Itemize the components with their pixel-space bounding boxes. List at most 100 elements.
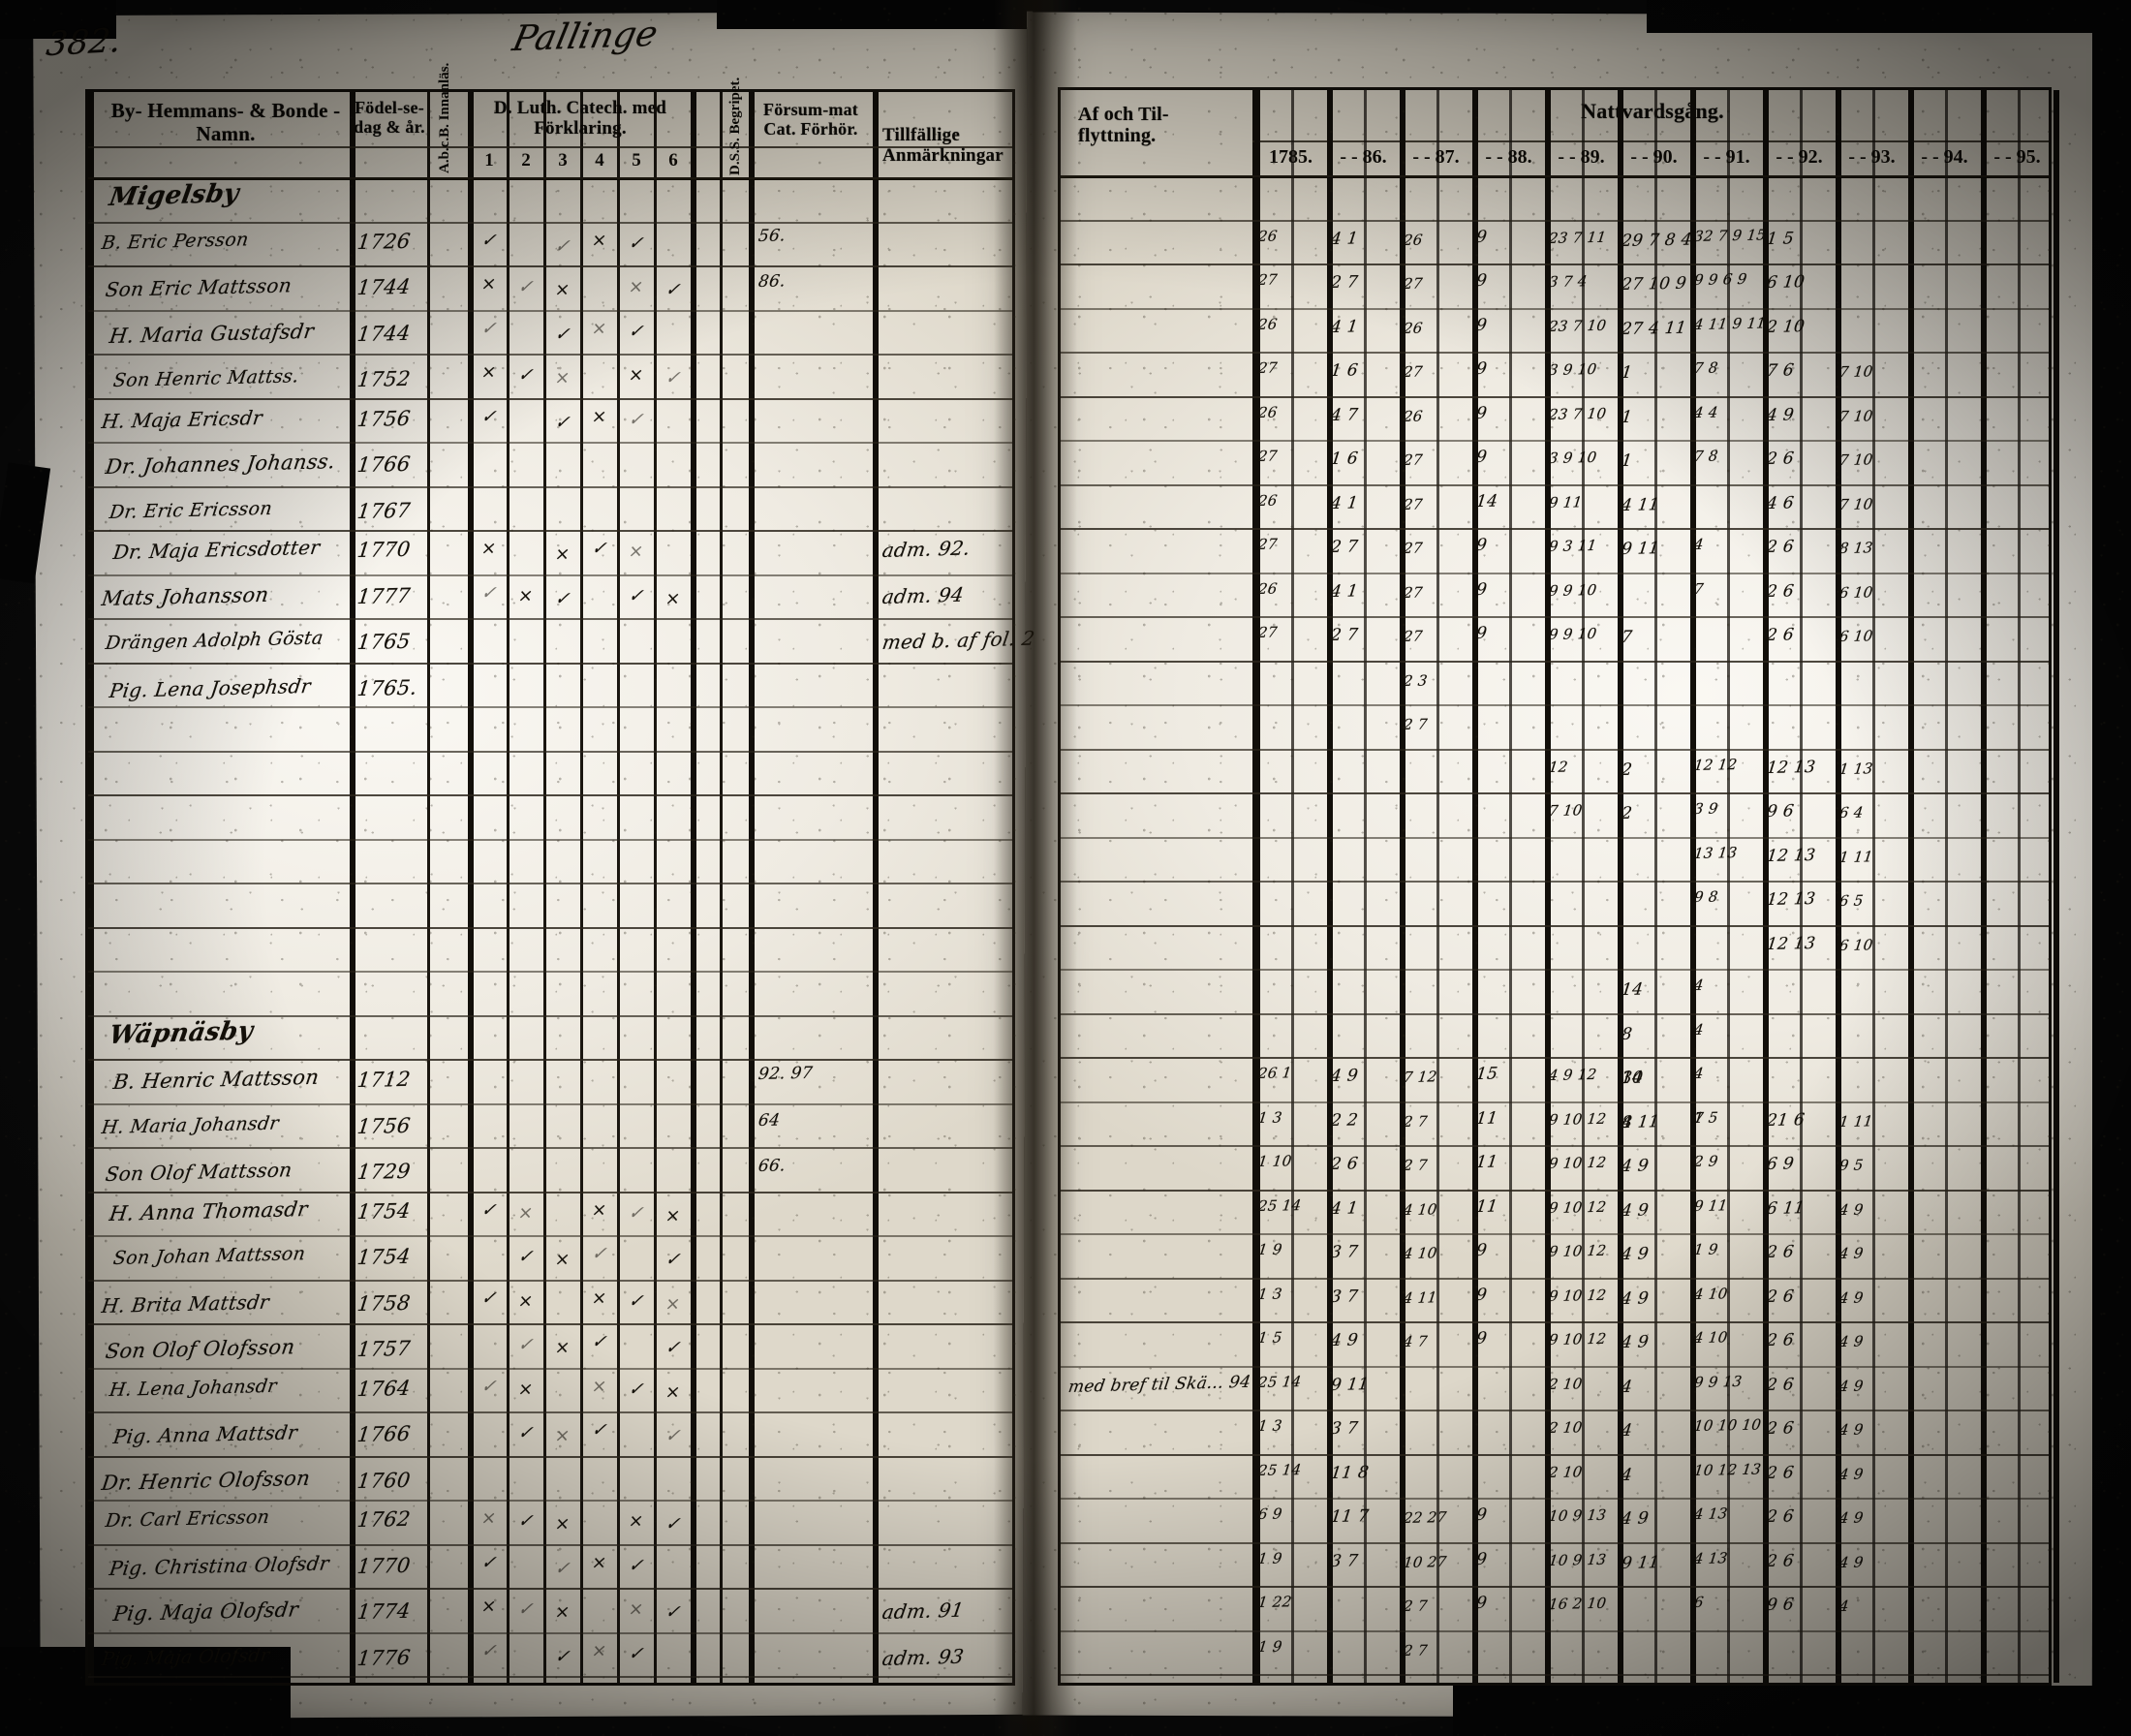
communion-entry: 6	[1692, 1593, 1705, 1612]
row-rule	[1061, 1629, 2049, 1632]
communion-entry: 4 9	[1838, 1332, 1865, 1351]
catechism-checkmark: ✓	[627, 320, 645, 342]
folio-number: 382.	[44, 20, 124, 65]
communion-entry: 4	[1692, 1020, 1705, 1038]
communion-entry: 2 10	[1547, 1374, 1584, 1393]
catechism-checkmark: ×	[553, 543, 571, 566]
communion-entry: 1 5	[1256, 1328, 1283, 1348]
catechism-checkmark: ×	[479, 538, 498, 560]
row-rule	[1061, 352, 2049, 354]
catech-col-2: 2	[521, 150, 531, 170]
communion-entry: 1 3	[1256, 1107, 1283, 1127]
communion-entry: 9	[1474, 447, 1489, 468]
birth-year: 1756	[355, 406, 413, 431]
page-edge-damage-top-mid	[717, 0, 1027, 29]
catechism-checkmark: ✓	[664, 1425, 682, 1447]
row-rule	[1061, 264, 2049, 265]
catechism-checkmark: ×	[664, 1292, 682, 1315]
communion-entry: 9	[1474, 1593, 1489, 1614]
communion-entry: 2 3	[1402, 670, 1429, 690]
birth-year: 1756	[355, 1113, 413, 1138]
row-rule	[88, 794, 1012, 796]
communion-entry: 2 6	[1765, 580, 1796, 602]
communion-entry: 26	[1256, 227, 1279, 245]
communion-entry: 9	[1474, 1285, 1489, 1305]
catechism-checkmark: ×	[553, 1425, 571, 1447]
row-rule	[1061, 704, 2049, 706]
communion-entry: 9 10 12	[1547, 1153, 1608, 1173]
communion-entry: 1 5	[1765, 228, 1796, 249]
communion-entry: 9 5	[1838, 1156, 1865, 1175]
communion-entry: 9 9 13	[1692, 1372, 1744, 1391]
catechism-checkmark: ×	[553, 1337, 571, 1359]
row-rule	[1061, 792, 2049, 794]
col-rule-cat2	[543, 92, 546, 1683]
person-name: Pig. Maja Olofsdr	[100, 1644, 271, 1670]
forsummat-value: 66.	[757, 1156, 788, 1177]
catechism-checkmark: ×	[590, 1198, 608, 1221]
communion-entry: 7 10	[1547, 801, 1584, 821]
catechism-checkmark: ×	[627, 541, 645, 563]
communion-entry: 8 13	[1838, 539, 1874, 558]
catech-col-6: 6	[668, 150, 678, 170]
communion-entry: 4	[1620, 1465, 1634, 1485]
communion-entry: 27	[1402, 450, 1424, 470]
communion-entry: 4 9	[1620, 1244, 1651, 1265]
communion-entry: 7	[1620, 627, 1634, 648]
catechism-checkmark: ✓	[479, 1198, 498, 1221]
anmarkning-note: med b. af fol. 2	[880, 626, 1036, 655]
row-rule	[88, 706, 1012, 708]
communion-entry: 4 6	[1765, 492, 1796, 513]
birth-year: 1744	[355, 274, 413, 300]
communion-entry: 9 6	[1765, 1595, 1796, 1616]
communion-entry: 7	[1692, 579, 1705, 598]
communion-entry: 27 4 11	[1620, 318, 1688, 339]
communion-entry: 15	[1474, 1064, 1499, 1085]
year-subcol-rule	[2018, 90, 2021, 1683]
catechism-checkmark: ✓	[479, 1375, 498, 1397]
communion-entry: 26	[1402, 407, 1424, 425]
catechism-checkmark: ×	[479, 273, 498, 295]
person-name: Dr. Carl Ericsson	[104, 1505, 271, 1533]
communion-entry: 2 6	[1765, 537, 1796, 558]
row-rule	[1061, 528, 2049, 530]
communion-entry: 2 6	[1765, 1418, 1796, 1440]
communion-entry: 2 7	[1402, 1640, 1429, 1659]
communion-entry: 1	[1620, 407, 1634, 427]
catechism-checkmark: ×	[516, 1201, 535, 1224]
communion-entry: 12	[1547, 758, 1569, 776]
year-header: - - 86.	[1340, 146, 1387, 168]
birth-year: 1758	[355, 1290, 413, 1316]
year-header: - - 88.	[1485, 146, 1532, 168]
communion-entry: 9 3 11	[1547, 536, 1598, 556]
person-name: Pig. Maja Olofsdr	[111, 1597, 300, 1627]
row-rule	[88, 1631, 1012, 1634]
communion-entry: 1 9	[1692, 1240, 1719, 1259]
birth-year: 1764	[355, 1376, 413, 1401]
year-header: 1785.	[1269, 146, 1313, 168]
communion-entry: 4 13	[1692, 1548, 1729, 1567]
catechism-checkmark: ×	[479, 1596, 498, 1618]
birth-year: 1752	[355, 366, 413, 392]
communion-entry: 7 8	[1692, 358, 1719, 378]
left-page-table: By- Hemmans- & Bonde - Namn. Födel-se- d…	[85, 63, 1036, 1686]
communion-entry: 9 10 12	[1547, 1329, 1608, 1349]
communion-entry: 4 9	[1620, 1332, 1651, 1353]
communion-entry: 3 9 10	[1547, 448, 1598, 468]
row-rule	[1061, 307, 2049, 310]
communion-entry: 27	[1256, 535, 1279, 554]
communion-entry: 27	[1402, 583, 1424, 602]
communion-entry: 27	[1402, 627, 1424, 646]
year-header: - - 91.	[1703, 146, 1750, 168]
communion-entry: 10 9 13	[1547, 1505, 1608, 1526]
communion-entry: 11	[1474, 1196, 1499, 1217]
row-rule	[1061, 924, 2049, 927]
communion-entry: 32 7 9 15	[1692, 225, 1768, 245]
catechism-checkmark: ×	[627, 1598, 645, 1621]
row-rule	[88, 1147, 1012, 1149]
communion-entry: 4 9	[1620, 1287, 1651, 1309]
communion-entry: 27	[1402, 274, 1424, 294]
person-name: H. Maria Johansdr	[100, 1111, 281, 1138]
person-name: H. Lena Johansdr	[108, 1375, 279, 1401]
